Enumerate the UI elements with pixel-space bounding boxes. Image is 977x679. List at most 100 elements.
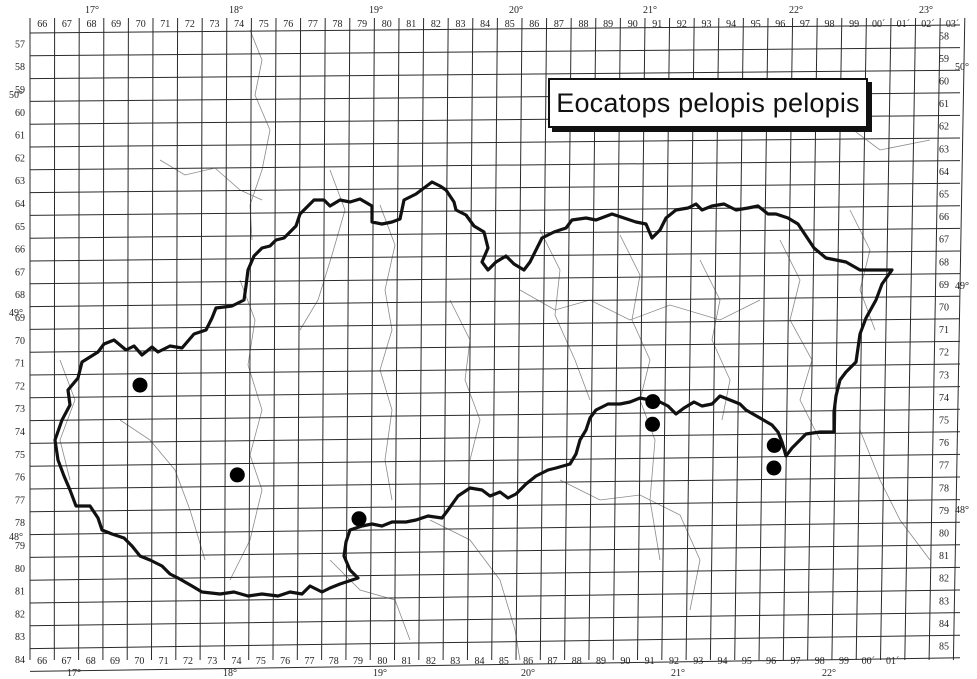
- grid-row-label-right: 72: [939, 348, 949, 359]
- grid-column-label-bottom: 77: [304, 656, 314, 667]
- grid-row-label-left: 65: [15, 222, 25, 233]
- grid-horizontal-line: [29, 386, 961, 399]
- grid-column-label-bottom: 98: [815, 656, 825, 667]
- map-title: Eocatops pelopis pelopis: [556, 87, 860, 118]
- grid-column-label-bottom: 67: [61, 656, 71, 667]
- grid-column-label-top: 86: [529, 19, 539, 30]
- record-point: [229, 467, 245, 483]
- grid-row-label-left: 64: [15, 199, 25, 210]
- grid-vertical-line: [78, 17, 80, 661]
- grid-vertical-line: [296, 17, 302, 661]
- grid-column-label-top: 73: [210, 19, 220, 30]
- grid-vertical-line: [321, 17, 326, 661]
- grid-row-label-left: 75: [15, 450, 25, 461]
- longitude-label-bottom: 17°: [67, 668, 81, 679]
- grid-column-label-top: 90: [628, 19, 638, 30]
- grid-row-label-right: 60: [939, 77, 949, 88]
- longitude-label-top: 23°: [919, 5, 933, 16]
- grid-horizontal-line: [29, 182, 961, 194]
- river-line: [449, 299, 481, 461]
- grid-column-label-top: 70: [136, 19, 146, 30]
- grid-horizontal-line: [29, 47, 961, 57]
- grid-column-label-bottom: 86: [523, 656, 533, 667]
- grid-column-label-top: 96: [775, 19, 785, 30]
- grid-row-label-left: 81: [15, 587, 25, 598]
- grid-row-label-left: 61: [15, 131, 25, 142]
- grid-vertical-line: [539, 17, 548, 661]
- grid-column-label-top: 66: [37, 19, 47, 30]
- grid-row-label-left: 72: [15, 381, 25, 392]
- latitude-label-right: 48°: [955, 505, 969, 516]
- grid-column-label-top: 75: [259, 19, 269, 30]
- grid-vertical-line: [491, 17, 498, 661]
- grid-vertical-line: [248, 17, 252, 661]
- grid-column-label-bottom: 89: [596, 656, 606, 667]
- grid-column-label-top: 88: [579, 19, 589, 30]
- grid-column-label-bottom: 94: [718, 656, 728, 667]
- map-title-box: Eocatops pelopis pelopis: [548, 78, 868, 128]
- grid-horizontal-line: [29, 634, 961, 650]
- grid-column-label-top: 80: [382, 19, 392, 30]
- grid-column-label-bottom: 80: [377, 656, 387, 667]
- grid-horizontal-line: [29, 589, 961, 604]
- grid-column-label-top: 00´: [872, 19, 885, 30]
- grid-row-label-right: 76: [939, 438, 949, 449]
- grid-row-label-right: 65: [939, 190, 949, 201]
- grid-column-label-top: 85: [505, 19, 515, 30]
- grid-row-label-right: 71: [939, 325, 949, 336]
- grid-column-label-top: 95: [751, 19, 761, 30]
- river-line: [699, 259, 731, 421]
- grid-column-label-top: 68: [87, 19, 97, 30]
- grid-row-label-left: 78: [15, 518, 25, 529]
- grid-column-label-bottom: 70: [134, 656, 144, 667]
- grid-row-label-right: 83: [939, 596, 949, 607]
- grid-row-label-right: 78: [939, 483, 949, 494]
- grid-column-label-top: 91: [652, 19, 662, 30]
- grid-column-label-bottom: 72: [183, 656, 193, 667]
- longitude-label-bottom: 20°: [521, 668, 535, 679]
- grid-column-label-top: 94: [726, 19, 736, 30]
- grid-column-label-bottom: 71: [159, 656, 169, 667]
- grid-column-label-bottom: 88: [572, 656, 582, 667]
- grid-vertical-line: [515, 17, 523, 661]
- river-line: [619, 234, 661, 561]
- grid-column-label-top: 81: [406, 19, 416, 30]
- grid-vertical-line: [175, 17, 179, 661]
- grid-column-label-bottom: 93: [693, 656, 703, 667]
- grid-row-label-left: 69: [15, 313, 25, 324]
- grid-row-label-right: 77: [939, 461, 949, 472]
- river-line: [519, 289, 761, 321]
- grid-horizontal-line: [29, 363, 961, 376]
- grid-horizontal-line: [29, 408, 961, 422]
- grid-horizontal-line: [29, 137, 961, 148]
- grid-vertical-line: [442, 17, 449, 661]
- river-line: [379, 204, 396, 501]
- grid-column-label-bottom: 96: [766, 656, 776, 667]
- grid-column-label-top: 02´: [921, 19, 934, 30]
- record-points: [132, 377, 782, 527]
- grid-vertical-line: [904, 17, 917, 661]
- grid-vertical-line: [199, 17, 203, 661]
- longitude-label-bottom: 19°: [373, 668, 387, 679]
- grid-row-label-right: 80: [939, 529, 949, 540]
- grid-column-label-bottom: 69: [110, 656, 120, 667]
- grid-row-label-right: 68: [939, 257, 949, 268]
- grid-row-label-left: 80: [15, 564, 25, 575]
- record-point: [132, 377, 148, 393]
- record-point: [766, 460, 782, 476]
- grid-column-label-bottom: 68: [86, 656, 96, 667]
- grid-column-label-top: 82: [431, 19, 441, 30]
- grid-column-label-bottom: 81: [402, 656, 412, 667]
- longitude-label-top: 20°: [509, 5, 523, 16]
- grid-vertical-line: [880, 17, 892, 661]
- river-line: [779, 239, 821, 441]
- country-border: [53, 180, 894, 598]
- longitude-label-top: 17°: [85, 5, 99, 16]
- latitude-label-left: 48°: [9, 532, 23, 543]
- latitude-label-right: 49°: [955, 281, 969, 292]
- grid-horizontal-line: [29, 24, 961, 34]
- grid-column-label-bottom: 79: [353, 656, 363, 667]
- river-line: [329, 559, 411, 641]
- river-line: [249, 29, 271, 241]
- grid-row-label-left: 62: [15, 153, 25, 164]
